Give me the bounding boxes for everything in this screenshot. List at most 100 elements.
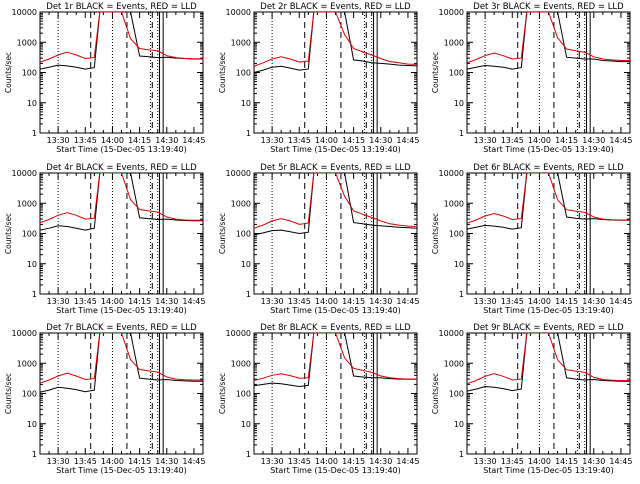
x-tick-label: 13:30	[261, 457, 284, 466]
y-tick-label: 10	[454, 99, 464, 108]
plot-frame	[253, 172, 418, 295]
x-tick-label: 13:45	[74, 136, 97, 145]
panel-title: Det 7r BLACK = Events, RED = LLD	[46, 323, 197, 333]
lld-series-line	[40, 333, 203, 384]
y-tick-label: 1000	[231, 199, 251, 208]
x-tick-label: 14:45	[396, 136, 419, 145]
events-series-line	[467, 333, 630, 392]
x-tick-label: 14:00	[101, 297, 124, 306]
x-tick-label: 13:30	[261, 136, 284, 145]
y-tick-label: 10000	[12, 169, 37, 178]
x-tick-label: 13:45	[501, 297, 524, 306]
x-axis-label: Start Time (15-Dec-05 13:19:40)	[270, 306, 401, 315]
x-tick-label: 14:15	[555, 457, 578, 466]
x-tick-label: 14:30	[155, 457, 178, 466]
plot-frame	[466, 172, 631, 295]
y-tick-label: 1000	[444, 359, 464, 368]
x-tick-label: 14:15	[128, 297, 151, 306]
events-series-line	[254, 12, 417, 73]
x-axis-label: Start Time (15-Dec-05 13:19:40)	[270, 145, 401, 154]
detector-panel: 1 10 100 1000 10000 13:30 13:45 14:00 14:15 14:30…	[218, 2, 419, 154]
detector-panel: 1 10 100 1000 10000 13:30 13:45 14:00 14:15 14:30…	[431, 163, 632, 315]
y-tick-label: 100	[236, 230, 251, 239]
detector-panel: 1 10 100 1000 10000 13:30 13:45 14:00 14:15 14:30…	[431, 323, 632, 475]
y-tick-label: 1	[32, 290, 37, 299]
x-tick-label: 14:30	[369, 297, 392, 306]
x-tick-label: 14:15	[342, 136, 365, 145]
y-axis-label: Counts/sec	[4, 52, 13, 93]
panel-title: Det 1r BLACK = Events, RED = LLD	[46, 2, 197, 12]
panel-title: Det 2r BLACK = Events, RED = LLD	[260, 2, 411, 12]
x-tick-label: 14:45	[396, 457, 419, 466]
y-tick-label: 1	[246, 129, 251, 138]
events-series-line	[467, 12, 630, 70]
lld-series-line	[40, 12, 203, 63]
y-tick-label: 10000	[439, 8, 464, 17]
x-tick-label: 14:15	[555, 297, 578, 306]
x-tick-label: 13:30	[474, 297, 497, 306]
x-tick-label: 13:30	[474, 457, 497, 466]
events-series-line	[254, 173, 417, 236]
y-tick-label: 100	[22, 390, 37, 399]
x-tick-label: 13:45	[501, 457, 524, 466]
x-tick-label: 14:00	[315, 297, 338, 306]
x-tick-label: 14:30	[369, 136, 392, 145]
x-tick-label: 14:15	[128, 457, 151, 466]
x-tick-label: 13:30	[47, 136, 70, 145]
y-axis-label: Counts/sec	[218, 52, 227, 93]
x-tick-label: 14:15	[342, 297, 365, 306]
y-tick-label: 100	[449, 390, 464, 399]
x-tick-label: 14:45	[182, 457, 205, 466]
x-tick-label: 14:00	[101, 136, 124, 145]
x-tick-label: 13:45	[288, 457, 311, 466]
detector-panel: 1 10 100 1000 10000 13:30 13:45 14:00 14:15 14:30…	[4, 323, 205, 475]
lld-series-line	[254, 12, 417, 67]
y-tick-label: 1	[459, 129, 464, 138]
x-tick-label: 13:45	[288, 297, 311, 306]
y-axis-label: Counts/sec	[4, 213, 13, 254]
x-tick-label: 13:30	[47, 457, 70, 466]
events-series-line	[40, 12, 203, 70]
detector-panel: 1 10 100 1000 10000 13:30 13:45 14:00 14:15 14:30…	[218, 163, 419, 315]
events-series-line	[40, 333, 203, 393]
y-tick-label: 100	[449, 230, 464, 239]
plot-frame	[39, 332, 204, 455]
y-tick-label: 10000	[226, 8, 251, 17]
y-axis-label: Counts/sec	[431, 373, 440, 414]
y-tick-label: 10	[241, 420, 251, 429]
y-axis-label: Counts/sec	[431, 213, 440, 254]
plot-frame	[39, 11, 204, 134]
y-tick-label: 10	[241, 99, 251, 108]
y-tick-label: 10000	[439, 169, 464, 178]
y-axis-label: Counts/sec	[431, 52, 440, 93]
x-tick-label: 14:45	[609, 457, 632, 466]
y-axis-label: Counts/sec	[218, 373, 227, 414]
plot-frame	[39, 172, 204, 295]
x-tick-label: 14:45	[609, 136, 632, 145]
events-series-line	[40, 173, 203, 231]
x-axis-label: Start Time (15-Dec-05 13:19:40)	[483, 466, 614, 475]
lld-series-line	[254, 173, 417, 229]
x-tick-label: 14:00	[528, 136, 551, 145]
panel-title: Det 4r BLACK = Events, RED = LLD	[46, 163, 197, 173]
x-tick-label: 14:30	[369, 457, 392, 466]
panel-title: Det 9r BLACK = Events, RED = LLD	[473, 323, 624, 333]
y-tick-label: 1000	[444, 199, 464, 208]
x-tick-label: 13:45	[501, 136, 524, 145]
x-axis-label: Start Time (15-Dec-05 13:19:40)	[483, 306, 614, 315]
y-tick-label: 10	[454, 260, 464, 269]
x-axis-label: Start Time (15-Dec-05 13:19:40)	[270, 466, 401, 475]
y-tick-label: 100	[449, 69, 464, 78]
x-axis-label: Start Time (15-Dec-05 13:19:40)	[56, 466, 187, 475]
x-tick-label: 14:30	[582, 297, 605, 306]
y-tick-label: 1000	[231, 38, 251, 47]
x-tick-label: 14:45	[396, 297, 419, 306]
y-tick-label: 10000	[439, 329, 464, 338]
panel-title: Det 6r BLACK = Events, RED = LLD	[473, 163, 624, 173]
y-tick-label: 1000	[17, 199, 37, 208]
plot-frame	[253, 11, 418, 134]
y-tick-label: 1	[32, 450, 37, 459]
x-tick-label: 14:30	[582, 457, 605, 466]
